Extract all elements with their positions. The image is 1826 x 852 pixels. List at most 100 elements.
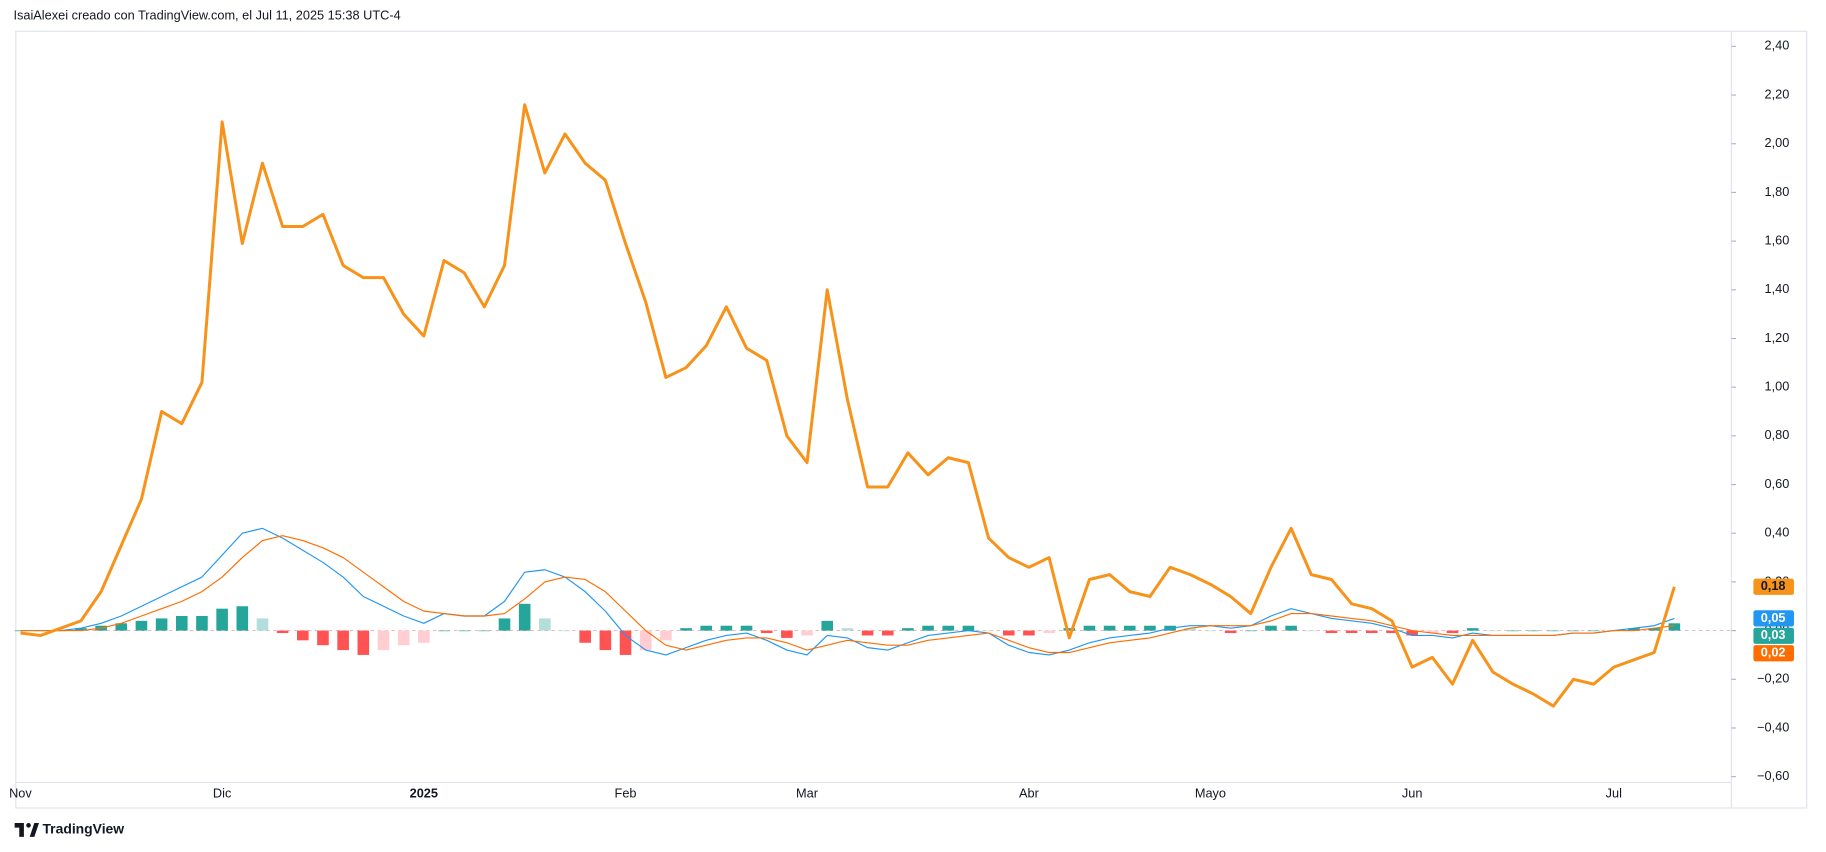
histogram-bar [922,625,934,631]
histogram-bar [276,630,289,634]
histogram-bar [599,630,612,651]
histogram-bar [337,630,349,651]
x-tick-label: 2025 [410,785,438,800]
logo [14,823,39,837]
histogram-bar [1023,630,1035,636]
histogram-bar [1527,630,1539,632]
histogram-bar [579,630,591,643]
y-tick-label: 0,60 [1765,476,1790,491]
last-value-label: 0,05 [1761,610,1786,625]
last-value-tag [1753,627,1794,644]
y-tick-label: −0,40 [1757,719,1789,734]
x-tick-label: Jul [1606,785,1622,800]
x-tick-label: Mayo [1195,785,1226,800]
y-tick-label: 2,40 [1765,38,1790,53]
histogram-bar [155,618,168,631]
last-value-tag [1753,578,1794,595]
histogram-bar [1305,630,1318,632]
y-tick-label: 0,40 [1765,525,1790,540]
last-value-tag [1753,645,1794,662]
histogram-bar [498,618,511,631]
histogram-bar [1103,625,1116,631]
histogram-bar [216,608,228,631]
y-tick-label: 2,20 [1765,86,1790,101]
histogram-bar [962,625,975,631]
histogram-bar [1224,630,1237,634]
histogram-bar [1547,630,1560,632]
histogram-bar [760,630,773,634]
histogram-bar [881,630,894,636]
histogram-bar [1244,630,1257,632]
y-tick-label: 1,40 [1765,281,1790,296]
histogram-bar [1507,630,1519,632]
histogram-bar [518,603,531,631]
background [4,0,1822,852]
histogram-bar [1426,630,1439,634]
histogram-bar [236,606,249,631]
x-tick-label: Dic [213,785,232,800]
series-line [20,535,1675,654]
histogram-bar [740,625,753,631]
series-line [20,527,1675,656]
logo-mark [26,823,31,828]
histogram-bar [1325,630,1338,634]
x-tick-label: Abr [1019,785,1040,800]
y-tick-label: 1,80 [1765,184,1790,199]
histogram-bar [397,630,410,646]
y-tick-label: 0,80 [1765,427,1790,442]
histogram-bar [297,630,309,641]
logo-mark [14,823,24,837]
histogram-bar [115,623,128,631]
x-tick-label: Jun [1402,785,1423,800]
y-tick-label: −0,20 [1757,671,1789,686]
y-tick-label: 2,00 [1765,135,1790,150]
histogram-bar [1628,628,1640,631]
histogram-bar [680,628,692,631]
histogram-bar [1648,628,1660,631]
histogram-bar [1406,630,1418,636]
histogram-bar [1587,630,1600,632]
histogram-bar [559,630,571,632]
histogram-bar [660,630,672,641]
logo-mark [29,823,39,837]
histogram-bar [418,630,430,643]
histogram-bar [196,615,208,631]
last-value-label: 0,18 [1761,578,1786,593]
histogram-bar [1204,630,1217,632]
histogram-bar [357,630,370,655]
histogram-bar [861,630,874,636]
histogram-bar [1487,630,1499,632]
y-tick-label: 1,00 [1765,379,1790,394]
last-value-tag [1753,610,1794,627]
last-value-label: 0,03 [1761,627,1786,642]
histogram-bar [1567,630,1580,632]
histogram-bar [1123,625,1136,631]
histogram-bar [720,625,733,631]
histogram-bar [1466,628,1479,631]
histogram-bar [1446,630,1459,634]
last-value-label: 0,02 [1761,645,1786,660]
chart-frame [15,30,1808,809]
histogram-bar [478,630,491,632]
x-tick-label: Nov [9,785,32,800]
histogram-bar [377,630,390,651]
histogram-bar [1043,630,1055,634]
brand: TradingView [42,821,124,837]
histogram-bar [841,628,854,631]
histogram-bar [1345,630,1358,634]
histogram-bar [902,628,914,631]
histogram-bar [982,630,995,632]
histogram-bar [1265,625,1277,631]
histogram-bar [1063,628,1076,631]
histogram-bar [438,630,450,632]
x-tick-label: Feb [615,785,637,800]
histogram-bar [1184,628,1197,631]
histogram-bar [1144,625,1156,631]
histogram-bar [801,630,813,636]
y-tick-label: 1,60 [1765,232,1790,247]
histogram-bar [75,628,87,631]
histogram-bar [700,625,712,631]
header: IsaiAlexei creado con TradingView.com, e… [13,8,400,23]
histogram-bar [458,630,470,632]
